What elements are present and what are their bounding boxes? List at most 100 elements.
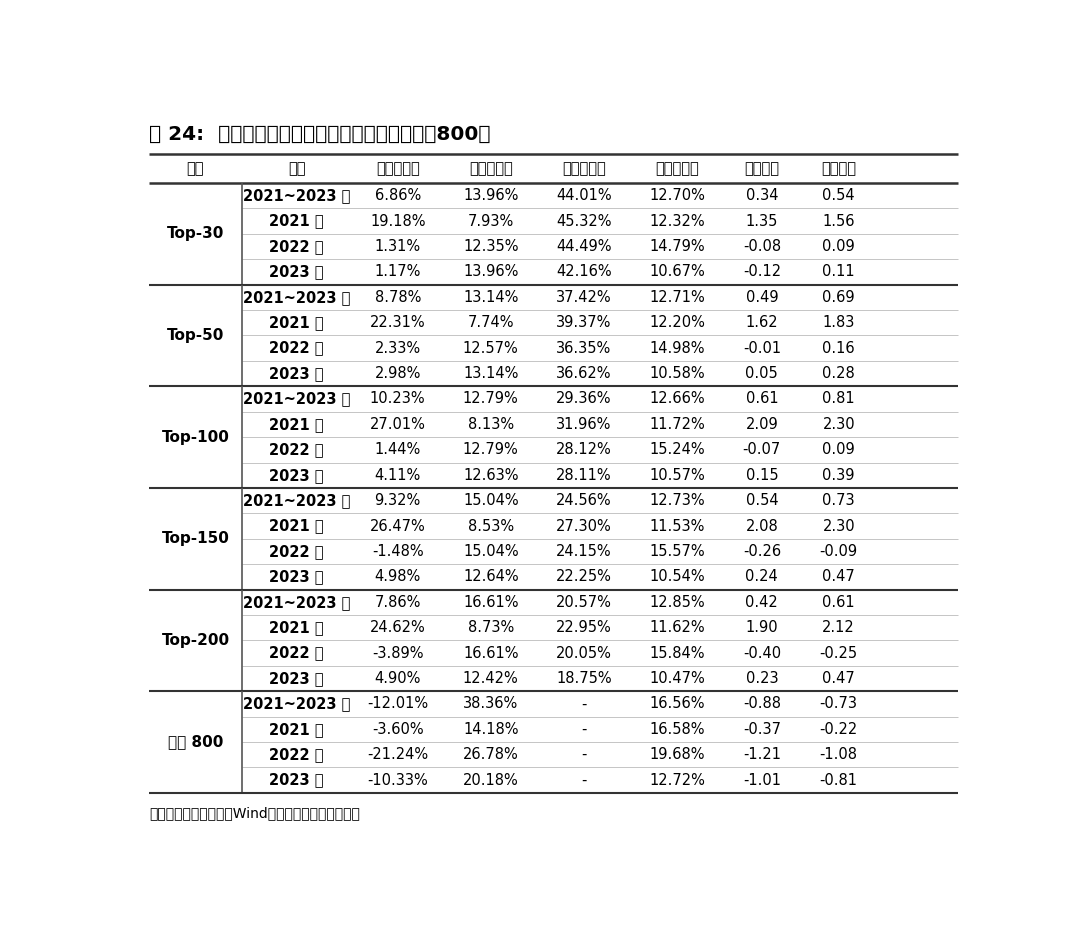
Text: 平均换手率: 平均换手率 xyxy=(562,161,606,176)
Text: 28.11%: 28.11% xyxy=(556,468,611,483)
Text: 10.58%: 10.58% xyxy=(649,366,705,381)
Text: -0.88: -0.88 xyxy=(743,696,781,711)
Text: 22.31%: 22.31% xyxy=(370,315,426,330)
Text: 15.57%: 15.57% xyxy=(649,544,705,559)
Text: Top-100: Top-100 xyxy=(162,430,229,444)
Text: 11.53%: 11.53% xyxy=(649,518,704,534)
Text: 表 24:  精选订单因子组合分年度表现统计（中证800）: 表 24: 精选订单因子组合分年度表现统计（中证800） xyxy=(149,124,490,143)
Text: 27.30%: 27.30% xyxy=(556,518,611,534)
Text: 13.14%: 13.14% xyxy=(463,366,518,381)
Text: 20.57%: 20.57% xyxy=(556,595,611,610)
Text: 中证 800: 中证 800 xyxy=(167,735,224,750)
Text: 0.15: 0.15 xyxy=(745,468,779,483)
Text: 10.47%: 10.47% xyxy=(649,671,705,686)
Text: 8.73%: 8.73% xyxy=(468,620,514,635)
Text: 1.17%: 1.17% xyxy=(375,264,421,279)
Text: 2021 年: 2021 年 xyxy=(269,315,324,330)
Text: 20.18%: 20.18% xyxy=(463,773,518,788)
Text: 14.79%: 14.79% xyxy=(649,239,705,254)
Text: 18.75%: 18.75% xyxy=(556,671,611,686)
Text: 0.28: 0.28 xyxy=(822,366,855,381)
Text: 9.32%: 9.32% xyxy=(375,493,421,508)
Text: 15.04%: 15.04% xyxy=(463,493,518,508)
Text: 12.57%: 12.57% xyxy=(463,341,518,356)
Text: 12.79%: 12.79% xyxy=(463,391,518,407)
Text: 42.16%: 42.16% xyxy=(556,264,611,279)
Text: -0.73: -0.73 xyxy=(820,696,858,711)
Text: 年化波动率: 年化波动率 xyxy=(654,161,699,176)
Text: 13.96%: 13.96% xyxy=(463,264,518,279)
Text: -0.26: -0.26 xyxy=(743,544,781,559)
Text: 12.73%: 12.73% xyxy=(649,493,705,508)
Text: 1.56: 1.56 xyxy=(823,214,855,229)
Text: 2021~2023 年: 2021~2023 年 xyxy=(243,595,350,610)
Text: 15.84%: 15.84% xyxy=(649,646,704,661)
Text: 13.14%: 13.14% xyxy=(463,290,518,305)
Text: 1.31%: 1.31% xyxy=(375,239,421,254)
Text: 29.36%: 29.36% xyxy=(556,391,611,407)
Text: -0.40: -0.40 xyxy=(743,646,781,661)
Text: -21.24%: -21.24% xyxy=(367,747,429,762)
Text: 0.05: 0.05 xyxy=(745,366,779,381)
Text: 16.58%: 16.58% xyxy=(649,722,704,737)
Text: 12.66%: 12.66% xyxy=(649,391,705,407)
Text: 2021 年: 2021 年 xyxy=(269,722,324,737)
Text: 2021~2023 年: 2021~2023 年 xyxy=(243,188,350,203)
Text: 44.01%: 44.01% xyxy=(556,188,611,203)
Text: 28.12%: 28.12% xyxy=(556,442,611,457)
Text: 14.18%: 14.18% xyxy=(463,722,518,737)
Text: -: - xyxy=(581,747,586,762)
Text: 7.93%: 7.93% xyxy=(468,214,514,229)
Text: 最大回撤率: 最大回撤率 xyxy=(469,161,513,176)
Text: 12.79%: 12.79% xyxy=(463,442,518,457)
Text: 0.54: 0.54 xyxy=(822,188,855,203)
Text: 2022 年: 2022 年 xyxy=(269,544,324,559)
Text: 4.90%: 4.90% xyxy=(375,671,421,686)
Text: -: - xyxy=(581,696,586,711)
Text: Top-30: Top-30 xyxy=(166,226,225,241)
Text: 2.30: 2.30 xyxy=(822,417,855,432)
Text: 45.32%: 45.32% xyxy=(556,214,611,229)
Text: -0.81: -0.81 xyxy=(820,773,858,788)
Text: 13.96%: 13.96% xyxy=(463,188,518,203)
Text: 0.47: 0.47 xyxy=(822,671,855,686)
Text: 2022 年: 2022 年 xyxy=(269,747,324,762)
Text: 2022 年: 2022 年 xyxy=(269,341,324,356)
Text: 12.72%: 12.72% xyxy=(649,773,705,788)
Text: 2021 年: 2021 年 xyxy=(269,518,324,534)
Text: -0.22: -0.22 xyxy=(820,722,858,737)
Text: 10.67%: 10.67% xyxy=(649,264,705,279)
Text: 0.24: 0.24 xyxy=(745,569,779,584)
Text: 2023 年: 2023 年 xyxy=(269,264,324,279)
Text: -10.33%: -10.33% xyxy=(367,773,428,788)
Text: -1.48%: -1.48% xyxy=(372,544,423,559)
Text: 0.39: 0.39 xyxy=(823,468,855,483)
Text: 6.86%: 6.86% xyxy=(375,188,421,203)
Text: 2021 年: 2021 年 xyxy=(269,417,324,432)
Text: -0.07: -0.07 xyxy=(743,442,781,457)
Text: 2021~2023 年: 2021~2023 年 xyxy=(243,696,350,711)
Text: 22.25%: 22.25% xyxy=(556,569,611,584)
Text: 0.49: 0.49 xyxy=(745,290,779,305)
Text: 2023 年: 2023 年 xyxy=(269,671,324,686)
Text: -1.01: -1.01 xyxy=(743,773,781,788)
Text: -12.01%: -12.01% xyxy=(367,696,429,711)
Text: 2023 年: 2023 年 xyxy=(269,569,324,584)
Text: 0.11: 0.11 xyxy=(822,264,855,279)
Text: 0.09: 0.09 xyxy=(822,442,855,457)
Text: Top-200: Top-200 xyxy=(161,633,230,647)
Text: 7.86%: 7.86% xyxy=(375,595,421,610)
Text: 20.05%: 20.05% xyxy=(556,646,611,661)
Text: 36.62%: 36.62% xyxy=(556,366,611,381)
Text: 1.90: 1.90 xyxy=(745,620,779,635)
Text: 16.56%: 16.56% xyxy=(649,696,704,711)
Text: 2021~2023 年: 2021~2023 年 xyxy=(243,391,350,407)
Text: 信息比率: 信息比率 xyxy=(821,161,856,176)
Text: 1.62: 1.62 xyxy=(745,315,779,330)
Text: 1.35: 1.35 xyxy=(745,214,778,229)
Text: 0.09: 0.09 xyxy=(822,239,855,254)
Text: 11.62%: 11.62% xyxy=(649,620,705,635)
Text: -0.25: -0.25 xyxy=(820,646,858,661)
Text: 12.42%: 12.42% xyxy=(463,671,518,686)
Text: 12.63%: 12.63% xyxy=(463,468,518,483)
